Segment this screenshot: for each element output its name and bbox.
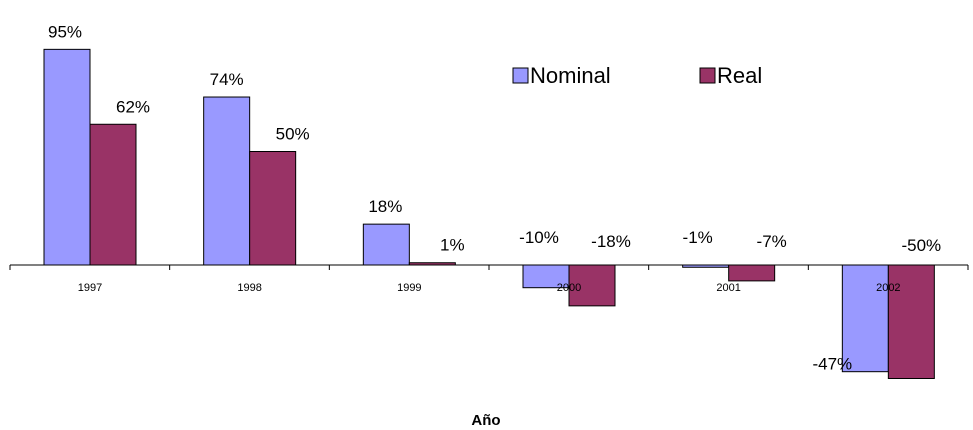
data-label-real-1999: 1% [440,236,465,255]
legend-label-real: Real [717,63,762,88]
x-axis-title: Año [471,412,500,429]
legend-label-nominal: Nominal [530,63,611,88]
data-label-nominal-2000: -10% [519,228,559,247]
data-label-nominal-1997: 95% [48,22,82,41]
bar-nominal-1999 [362,223,410,266]
data-label-real-2000: -18% [591,232,631,251]
data-label-real-1997: 62% [116,97,150,116]
bar-nominal-2002 [841,264,889,373]
legend-swatch-real [699,67,716,84]
bar-real-1997 [89,123,137,266]
bar-real-2001 [728,264,776,282]
x-tick-label-2001: 2001 [716,282,740,294]
data-label-nominal-2002: -47% [812,355,852,374]
bar-real-2000 [568,264,616,307]
x-tick-label-1999: 1999 [397,282,421,294]
x-tick-label-1998: 1998 [237,282,261,294]
data-label-nominal-1998: 74% [210,70,244,89]
legend-swatch-nominal [512,67,529,84]
x-tick-label-1997: 1997 [78,282,102,294]
legend: Nominal Real [512,63,762,88]
data-label-nominal-2001: -1% [683,228,713,247]
data-label-real-2001: -7% [757,232,787,251]
bar-real-2002 [887,264,935,379]
bars-group [43,48,935,379]
x-tick-label-2000: 2000 [557,282,581,294]
bar-nominal-1998 [203,96,251,266]
x-tick-label-2002: 2002 [876,282,900,294]
x-axis-ticks [9,265,969,270]
bar-real-1998 [249,151,297,266]
data-label-real-1998: 50% [276,125,310,144]
data-labels: 95% 62% 74% 50% 18% 1% -10% -18% -1% -7% -47% -50% [48,22,941,373]
bar-nominal-1997 [43,48,91,266]
data-label-real-2002: -50% [901,236,941,255]
x-axis-tick-labels: 1997 1998 1999 2000 2001 2002 [78,282,901,294]
data-label-nominal-1999: 18% [368,197,402,216]
